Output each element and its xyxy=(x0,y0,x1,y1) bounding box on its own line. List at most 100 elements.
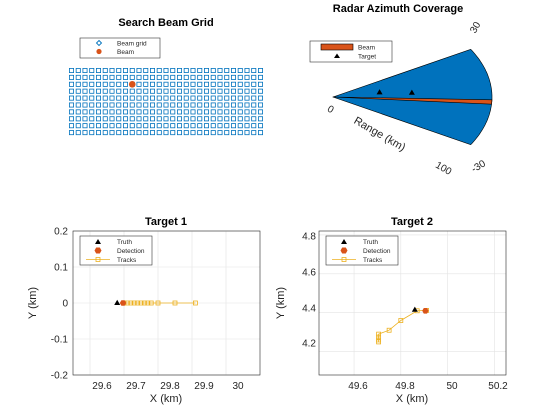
beam-grid-marker xyxy=(89,74,95,80)
beam-grid-marker xyxy=(224,81,230,87)
beam-grid-marker xyxy=(69,109,75,115)
beam-grid-marker xyxy=(149,95,155,101)
beam-grid-marker xyxy=(217,123,223,129)
y-tick-4-2: 4.2 xyxy=(302,339,316,350)
beam-grid-marker xyxy=(244,109,250,115)
beam-grid-marker xyxy=(96,130,102,136)
beam-grid-marker xyxy=(210,74,216,80)
search-beam-grid-title: Search Beam Grid xyxy=(118,17,213,29)
beam-grid-marker xyxy=(136,74,142,80)
beam-grid-marker xyxy=(156,116,162,122)
beam-grid-marker xyxy=(149,130,155,136)
beam-grid-marker xyxy=(183,130,189,136)
track-point xyxy=(155,300,161,306)
target-2-y-axis-label: Y (km) xyxy=(275,287,287,319)
beam-grid-marker xyxy=(190,116,196,122)
beam-grid-marker xyxy=(217,74,223,80)
y-tick-0-1: 0.1 xyxy=(54,263,68,274)
beam-grid-marker xyxy=(82,102,88,108)
beam-grid-marker xyxy=(251,123,257,129)
beam-grid-marker xyxy=(136,109,142,115)
beam-grid-marker xyxy=(237,130,243,136)
track-point xyxy=(128,300,134,306)
track-point xyxy=(192,300,198,306)
beam-grid-marker xyxy=(170,102,176,108)
beam-grid-marker xyxy=(183,116,189,122)
beam-grid-marker xyxy=(203,123,209,129)
legend-box xyxy=(79,235,153,266)
target-2-panel: Target 2 49.6 49.8 50 50.2 4.8 4.6 4.4 4… xyxy=(275,216,508,405)
beam-grid-marker xyxy=(197,74,203,80)
beam-grid-marker xyxy=(163,68,169,74)
target-2-legend: Truth Detection Tracks xyxy=(325,235,399,266)
beam-grid-marker xyxy=(149,81,155,87)
beam-grid-marker xyxy=(251,102,257,108)
beam-grid-marker xyxy=(75,68,81,74)
beam-grid-marker xyxy=(224,95,230,101)
legend-tracks-marker xyxy=(95,257,101,262)
beam-grid-marker xyxy=(244,95,250,101)
beam-grid-marker xyxy=(109,123,115,129)
beam-grid-marker xyxy=(143,130,149,136)
beam-grid-marker xyxy=(69,123,75,129)
beam-grid-marker xyxy=(96,123,102,129)
beam-grid-marker xyxy=(230,95,236,101)
target-marker xyxy=(376,89,383,95)
beam-grid-marker xyxy=(89,102,95,108)
beam-grid-marker xyxy=(149,123,155,129)
beam-grid-marker xyxy=(170,74,176,80)
beam-grid-marker xyxy=(257,88,263,94)
beam-grid-marker xyxy=(183,123,189,129)
beam-grid-marker xyxy=(149,109,155,115)
beam-grid-marker xyxy=(102,81,108,87)
beam-grid-marker xyxy=(224,88,230,94)
beam-grid-marker xyxy=(210,81,216,87)
beam-grid-marker xyxy=(176,123,182,129)
beam-grid-marker xyxy=(116,81,122,87)
beam-grid-marker xyxy=(129,102,135,108)
beam-grid-marker xyxy=(123,123,129,129)
beam-grid-marker xyxy=(129,68,135,74)
beam-grid-marker xyxy=(257,109,263,115)
beam-grid-marker xyxy=(75,116,81,122)
beam-grid-marker xyxy=(244,123,250,129)
beam-grid-marker xyxy=(257,116,263,122)
beam-grid-marker xyxy=(109,116,115,122)
beam-grid-marker xyxy=(69,95,75,101)
beam-grid-marker xyxy=(230,109,236,115)
beam-grid-marker xyxy=(123,81,129,87)
beam-grid-marker xyxy=(197,116,203,122)
beam-grid-marker xyxy=(230,68,236,74)
beam-grid-marker xyxy=(136,88,142,94)
beam-grid-marker xyxy=(183,68,189,74)
beam-grid-marker xyxy=(210,95,216,101)
beam-grid-marker xyxy=(102,68,108,74)
y-tick-0-2: 0.2 xyxy=(54,227,68,238)
beam-grid-marker xyxy=(156,74,162,80)
beam-grid-marker xyxy=(224,68,230,74)
beam-grid-marker xyxy=(109,74,115,80)
beam-grid-marker xyxy=(89,68,95,74)
beam-grid-marker xyxy=(203,130,209,136)
beam-grid-marker xyxy=(183,88,189,94)
target-2-axes: 49.6 49.8 50 50.2 4.8 4.6 4.4 4.2 xyxy=(302,231,508,392)
legend-detection-marker xyxy=(94,247,102,254)
beam-wedge xyxy=(332,96,493,105)
legend-label-tracks: Tracks xyxy=(363,257,383,264)
beam-grid-marker xyxy=(163,109,169,115)
beam-grid-marker xyxy=(176,81,182,87)
y-tick-4-6: 4.6 xyxy=(302,268,316,279)
x-tick-29-7: 29.7 xyxy=(126,381,146,392)
target-1-panel: Target 1 29.6 29.7 29.8 29.9 30 0.2 0.1 … xyxy=(27,216,261,405)
legend-label-beam: Beam xyxy=(358,45,375,52)
beam-grid-marker xyxy=(116,116,122,122)
beam-grid-marker xyxy=(89,116,95,122)
beam-grid-marker xyxy=(116,109,122,115)
beam-grid-marker xyxy=(224,102,230,108)
beam-grid-marker xyxy=(75,123,81,129)
beam-grid-marker xyxy=(129,130,135,136)
beam-grid-marker xyxy=(230,74,236,80)
beam-grid-marker xyxy=(170,88,176,94)
beam-grid-marker xyxy=(82,109,88,115)
beam-grid-marker xyxy=(176,109,182,115)
